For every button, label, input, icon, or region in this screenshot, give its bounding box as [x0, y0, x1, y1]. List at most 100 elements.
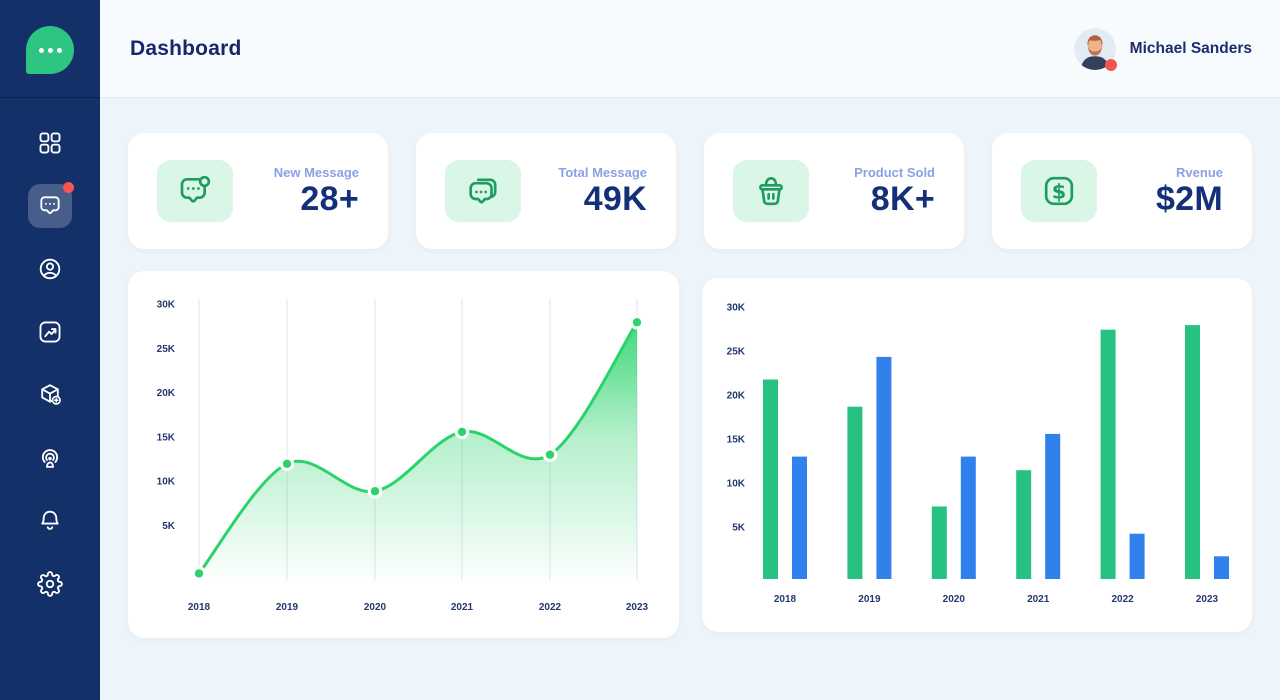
package-icon: [37, 382, 63, 408]
marker-2018: [194, 569, 204, 578]
sidebar-item-messages[interactable]: [28, 182, 74, 228]
bar-blue-2023: [1214, 556, 1229, 579]
stat-label: New Message: [273, 164, 359, 180]
stat-value: 8K+: [870, 179, 935, 218]
chart-up-icon: [37, 319, 63, 345]
x-tick-2021: 2021: [451, 602, 474, 613]
sidebar-item-notifications[interactable]: [28, 499, 72, 543]
x-tick-2023: 2023: [626, 602, 649, 613]
stat-card-3: $ Rvenue $2M: [992, 133, 1252, 249]
avatar-image: [1073, 27, 1116, 70]
sidebar-nav: [0, 121, 100, 606]
x-tick-2020: 2020: [943, 594, 966, 605]
stat-card-2: Product Sold 8K+: [704, 133, 964, 249]
x-tick-2018: 2018: [774, 594, 797, 605]
stat-text: Product Sold 8K+: [854, 165, 935, 218]
y-tick-25K: 25K: [727, 347, 746, 358]
bar-green-2020: [931, 506, 947, 579]
bar-blue-2022: [1129, 533, 1145, 579]
user-name: Michael Sanders: [1129, 39, 1252, 57]
x-tick-2021: 2021: [1027, 594, 1050, 605]
sidebar: [0, 0, 100, 700]
x-tick-2022: 2022: [1111, 594, 1134, 605]
y-tick-5K: 5K: [162, 521, 176, 532]
dollar-icon: $: [1021, 160, 1097, 222]
bar-blue-2019: [876, 356, 892, 579]
sidebar-item-settings[interactable]: [28, 562, 72, 606]
app-logo[interactable]: [26, 26, 74, 74]
sidebar-item-broadcast[interactable]: [28, 436, 72, 480]
y-tick-25K: 25K: [157, 344, 176, 355]
svg-text:$: $: [1052, 180, 1067, 204]
chat-bubble-logo-icon: [38, 47, 62, 53]
y-tick-15K: 15K: [727, 435, 746, 446]
stat-card-1: Total Message 49K: [416, 133, 676, 249]
bell-icon: [37, 508, 63, 534]
bar-chart: 30K 25K 20K 15K 10K 5K 2018 2019 2020 2021 2022 202…: [727, 303, 1229, 605]
notification-badge: [63, 182, 74, 193]
bar-green-2023: [1185, 325, 1200, 579]
marker-2019: [282, 459, 292, 468]
bar-green-2018: [763, 379, 778, 579]
stat-label: Product Sold: [854, 164, 935, 180]
stat-value: $2M: [1155, 179, 1223, 218]
basket-icon: [733, 160, 809, 222]
line-chart-card: 30K 25K 20K 15K 10K 5K 2018 2019 2020 2021 2022 202…: [128, 271, 679, 638]
stat-card-0: New Message 28+: [128, 133, 388, 249]
y-tick-15K: 15K: [157, 432, 176, 443]
gear-icon: [37, 571, 63, 597]
y-tick-5K: 5K: [732, 523, 746, 534]
marker-2021: [457, 427, 467, 437]
y-tick-20K: 20K: [157, 388, 176, 399]
bar-green-2019: [847, 406, 863, 579]
sidebar-item-analytics[interactable]: [28, 310, 72, 354]
y-tick-10K: 10K: [727, 479, 746, 490]
sidebar-item-profile[interactable]: [28, 247, 72, 291]
grid-icon: [37, 130, 63, 156]
avatar[interactable]: [1073, 27, 1117, 71]
chat-multi-icon: [445, 160, 521, 222]
marker-2022: [545, 450, 555, 459]
x-tick-2018: 2018: [188, 602, 211, 613]
stats-row: New Message 28+ Total Message 49K Product So…: [128, 133, 1252, 249]
x-tick-2019: 2019: [858, 594, 881, 605]
x-tick-2023: 2023: [1196, 594, 1219, 605]
top-header: Dashboard Michael Sanders: [100, 0, 1280, 98]
x-tick-2019: 2019: [276, 602, 299, 613]
y-tick-30K: 30K: [727, 303, 746, 314]
area-fill: [199, 322, 637, 578]
online-status-dot: [1104, 58, 1117, 71]
y-tick-30K: 30K: [157, 300, 176, 311]
sidebar-item-dashboard[interactable]: [28, 121, 72, 165]
stat-label: Total Message: [558, 164, 647, 180]
page-title: Dashboard: [130, 36, 242, 60]
podcast-icon: [37, 445, 63, 471]
bar-blue-2018: [792, 456, 807, 579]
bar-chart-card: 30K 25K 20K 15K 10K 5K 2018 2019 2020 2021 2022 202…: [702, 278, 1252, 632]
trend-line: [197, 320, 639, 575]
stat-text: Rvenue $2M: [1156, 165, 1223, 218]
x-tick-2022: 2022: [539, 602, 562, 613]
marker-2023: [632, 318, 642, 327]
bar-blue-2021: [1045, 433, 1061, 579]
bar-green-2021: [1016, 470, 1032, 579]
sidebar-divider: [0, 97, 100, 98]
y-tick-10K: 10K: [157, 477, 176, 488]
bar-blue-2020: [960, 456, 976, 579]
stat-value: 28+: [300, 179, 359, 218]
y-tick-20K: 20K: [727, 391, 746, 402]
chat-icon: [37, 193, 63, 219]
user-icon: [37, 256, 63, 282]
sidebar-item-products[interactable]: [28, 373, 72, 417]
bar-green-2022: [1100, 329, 1116, 579]
stat-text: Total Message 49K: [558, 165, 647, 218]
profile-menu[interactable]: Michael Sanders: [1073, 27, 1252, 71]
chat-new-icon: [157, 160, 233, 222]
line-chart: 30K 25K 20K 15K 10K 5K 2018 2019 2020 2021 2022 202…: [157, 299, 649, 613]
stat-value: 49K: [583, 179, 647, 218]
main-content: New Message 28+ Total Message 49K Product So…: [100, 98, 1280, 700]
x-tick-2020: 2020: [364, 602, 387, 613]
marker-2020: [370, 487, 380, 496]
stat-label: Rvenue: [1176, 164, 1223, 180]
stat-text: New Message 28+: [274, 165, 359, 218]
